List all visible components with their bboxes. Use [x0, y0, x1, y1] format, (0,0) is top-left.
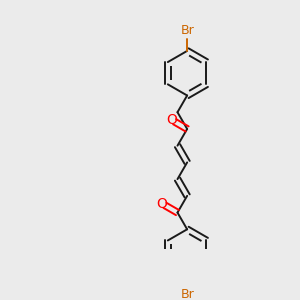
Text: O: O: [157, 197, 167, 211]
Text: O: O: [166, 113, 177, 128]
Text: Br: Br: [180, 24, 194, 37]
Text: Br: Br: [180, 288, 194, 300]
